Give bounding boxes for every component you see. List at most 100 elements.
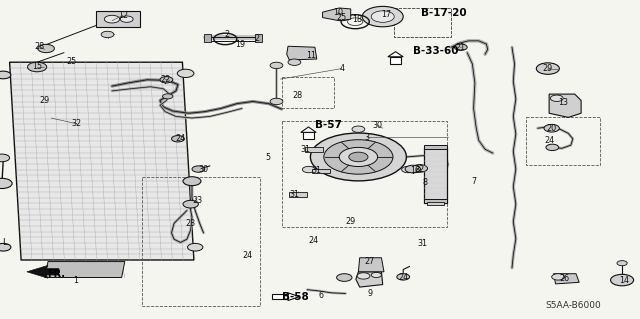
Circle shape	[38, 44, 54, 53]
Circle shape	[397, 274, 410, 280]
Text: 3: 3	[365, 133, 370, 142]
Text: 1: 1	[73, 276, 78, 285]
Bar	[289, 192, 307, 197]
Text: 32: 32	[72, 119, 82, 128]
Circle shape	[349, 152, 368, 162]
Text: 28: 28	[292, 91, 303, 100]
Text: 12: 12	[118, 11, 128, 20]
Text: 24: 24	[175, 134, 186, 143]
Bar	[204, 34, 211, 42]
Bar	[282, 121, 447, 227]
Polygon shape	[554, 274, 579, 284]
Circle shape	[104, 15, 120, 23]
Bar	[390, 57, 401, 64]
Circle shape	[177, 69, 194, 78]
Text: 5: 5	[265, 153, 270, 162]
Text: 27: 27	[365, 257, 375, 266]
Text: 31: 31	[300, 145, 310, 154]
Text: 16: 16	[410, 166, 420, 175]
Circle shape	[371, 11, 394, 22]
Circle shape	[611, 274, 634, 286]
Bar	[424, 147, 447, 203]
Polygon shape	[323, 8, 351, 21]
Text: 31: 31	[311, 167, 321, 175]
Text: 8: 8	[422, 178, 428, 187]
Text: 29: 29	[346, 217, 356, 226]
Polygon shape	[356, 272, 383, 287]
Text: 30: 30	[372, 121, 383, 130]
Polygon shape	[27, 265, 59, 278]
Bar	[394, 8, 451, 37]
Circle shape	[183, 177, 201, 186]
Text: 13: 13	[558, 98, 568, 107]
Bar	[142, 177, 260, 306]
Text: L: L	[3, 238, 8, 247]
Circle shape	[536, 63, 559, 74]
Circle shape	[352, 126, 365, 132]
Text: 14: 14	[619, 276, 629, 285]
Bar	[305, 147, 323, 152]
Circle shape	[336, 14, 349, 21]
Bar	[303, 132, 314, 139]
Bar	[424, 145, 447, 149]
Text: 7: 7	[471, 177, 476, 186]
Circle shape	[402, 166, 415, 173]
Text: 24: 24	[308, 236, 319, 245]
Bar	[282, 77, 334, 108]
Text: 2: 2	[225, 30, 230, 39]
Circle shape	[302, 166, 315, 173]
Text: 30: 30	[198, 165, 209, 174]
Circle shape	[0, 178, 12, 189]
Text: 2: 2	[255, 34, 260, 43]
Bar	[255, 34, 262, 42]
Bar	[272, 294, 288, 299]
Circle shape	[172, 136, 184, 142]
Text: 31: 31	[289, 190, 300, 199]
Circle shape	[324, 140, 393, 174]
Text: 23: 23	[192, 197, 202, 205]
Bar	[394, 8, 451, 37]
Text: 11: 11	[306, 51, 316, 60]
Text: 18: 18	[352, 15, 362, 24]
Bar	[427, 202, 444, 205]
Circle shape	[0, 71, 11, 79]
Circle shape	[412, 165, 428, 172]
Text: 31: 31	[417, 239, 428, 248]
Bar	[424, 199, 447, 203]
Polygon shape	[288, 293, 300, 300]
Text: 20: 20	[547, 124, 557, 133]
Text: B-17-20: B-17-20	[421, 8, 467, 19]
Circle shape	[550, 95, 563, 101]
Text: 10: 10	[333, 8, 343, 17]
Circle shape	[160, 77, 173, 83]
Text: 23: 23	[186, 219, 196, 228]
Circle shape	[310, 133, 406, 181]
Text: 21: 21	[456, 43, 466, 52]
Bar	[312, 169, 330, 173]
Text: 22: 22	[415, 165, 425, 174]
Text: 24: 24	[242, 251, 252, 260]
Circle shape	[552, 274, 564, 280]
Circle shape	[192, 166, 205, 172]
Text: FR.: FR.	[47, 269, 65, 279]
Bar	[526, 117, 600, 165]
Circle shape	[163, 94, 173, 99]
Text: 29: 29	[40, 96, 50, 105]
Polygon shape	[388, 52, 403, 57]
Text: 24: 24	[544, 136, 554, 145]
Text: 28: 28	[35, 42, 45, 51]
Text: 24: 24	[398, 273, 408, 282]
Circle shape	[362, 6, 403, 27]
Circle shape	[0, 243, 11, 251]
Circle shape	[339, 147, 378, 167]
Circle shape	[120, 16, 133, 22]
Text: S5AA-B6000: S5AA-B6000	[545, 301, 601, 310]
Text: 19: 19	[236, 40, 246, 48]
Text: 29: 29	[542, 64, 552, 73]
Circle shape	[357, 273, 370, 279]
Polygon shape	[358, 258, 384, 272]
Circle shape	[0, 154, 10, 162]
Text: 26: 26	[559, 274, 570, 283]
Text: 6: 6	[319, 291, 324, 300]
Polygon shape	[45, 262, 125, 278]
